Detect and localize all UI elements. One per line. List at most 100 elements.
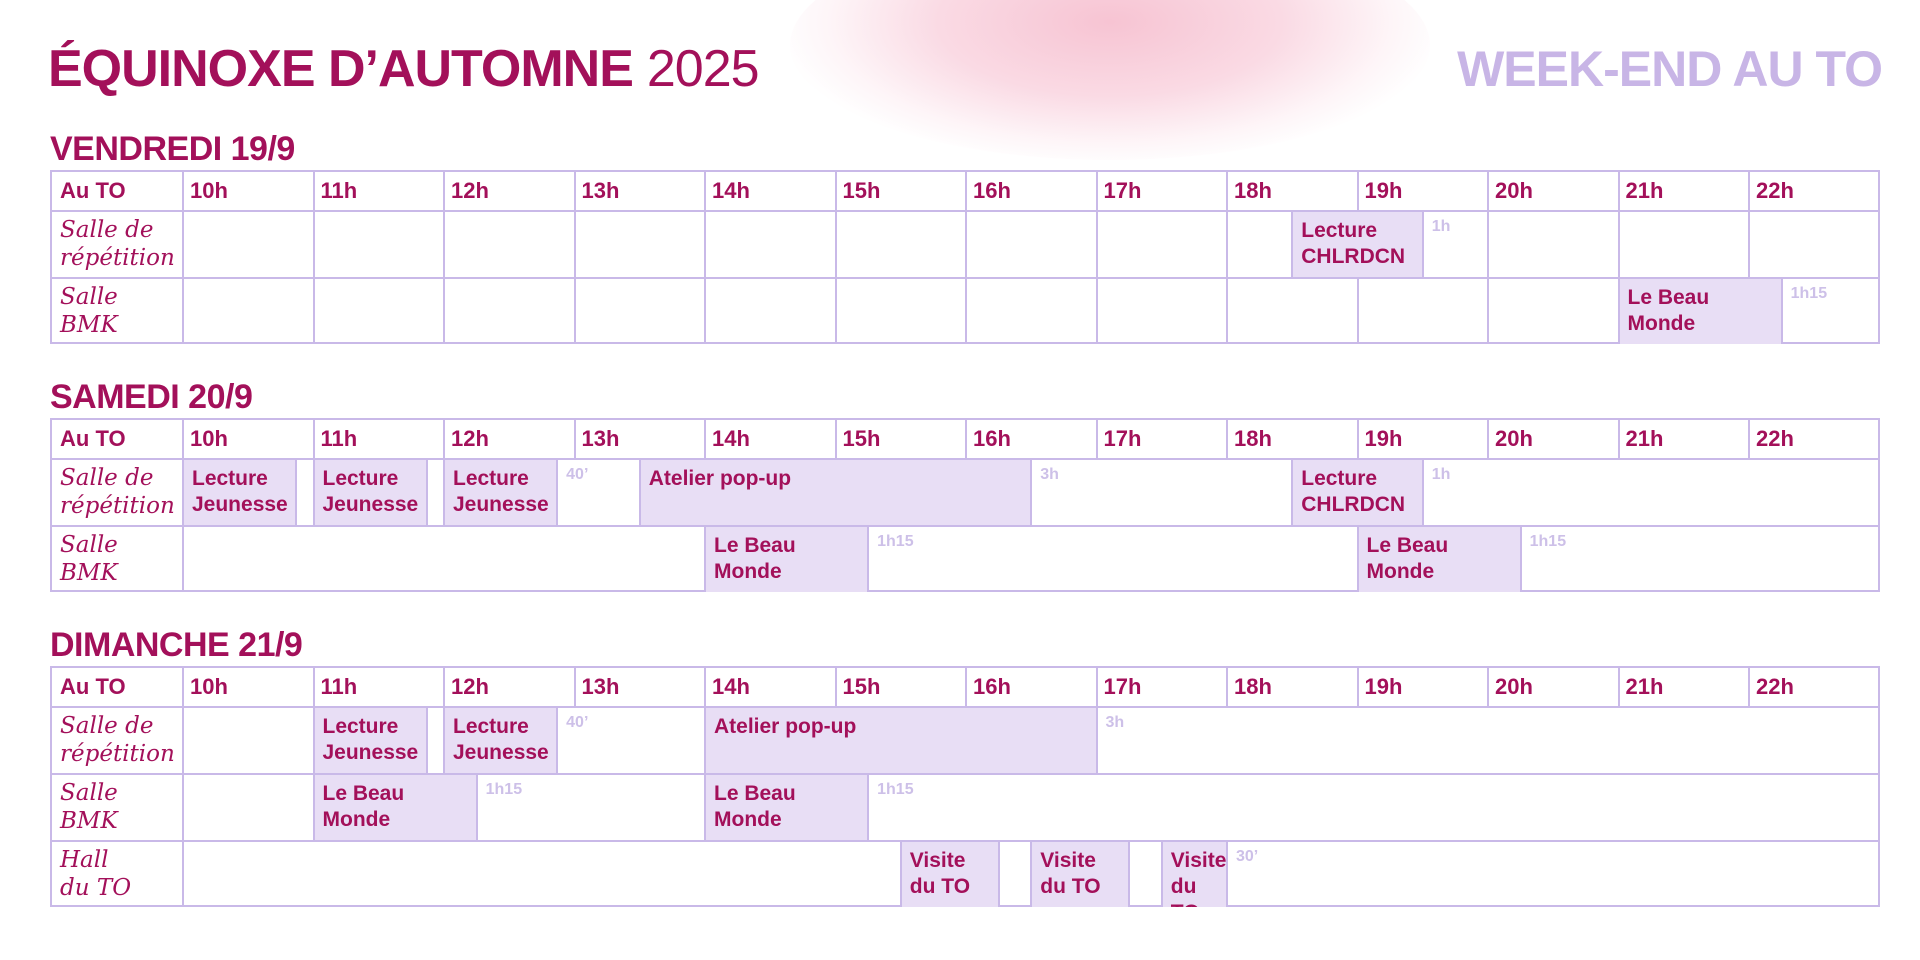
event-block[interactable]: Le Beau Monde (704, 775, 870, 840)
corner-label: Au TO (60, 178, 126, 203)
grid-line (1095, 668, 1098, 706)
event-block[interactable]: Le Beau Monde (704, 527, 870, 592)
grid-line (573, 172, 576, 210)
grid-line (52, 525, 1878, 527)
event-block[interactable]: Lecture CHLRDCN (1291, 212, 1424, 277)
hour-header: 16h (973, 674, 1011, 699)
grid-line (965, 668, 967, 706)
grid-line (1487, 210, 1489, 277)
grid-line (1487, 172, 1489, 210)
event-block[interactable]: Lecture Jeunesse (182, 460, 298, 525)
event-duration: 40’ (566, 466, 589, 483)
grid-line (1095, 420, 1098, 458)
event-duration: 3h (1105, 714, 1125, 731)
grid-line (834, 210, 837, 277)
hour-header: 18h (1234, 178, 1272, 203)
page-subtitle: WEEK-END AU TO (1457, 41, 1883, 97)
hour-header: 22h (1756, 178, 1794, 203)
event-block[interactable]: Atelier pop-up (704, 708, 1098, 773)
hour-header: 17h (1103, 426, 1142, 451)
grid-line (443, 277, 445, 344)
grid-line (1226, 277, 1228, 344)
event-duration: 1h15 (1790, 285, 1828, 302)
event-duration: 1h (1431, 466, 1451, 483)
page-title: ÉQUINOXE D’AUTOMNE 2025 (48, 38, 760, 100)
grid-line (1748, 420, 1750, 458)
event-duration: 1h15 (877, 533, 914, 550)
room-label: Hall du TO (60, 847, 132, 901)
grid-line (1487, 277, 1489, 344)
grid-line (1617, 210, 1620, 277)
grid-line (52, 458, 1878, 460)
hour-header: 14h (712, 178, 750, 203)
grid-line (834, 277, 837, 344)
grid-line (312, 420, 315, 458)
event-block[interactable]: Le Beau Monde (1617, 279, 1783, 344)
hour-header: 17h (1103, 178, 1142, 203)
hour-header: 10h (190, 178, 228, 203)
grid-line (573, 277, 576, 344)
hour-header: 21h (1625, 178, 1664, 203)
hour-header: 15h (842, 674, 881, 699)
grid-line (1617, 172, 1620, 210)
event-duration: 30’ (1236, 848, 1259, 865)
grid-line (312, 172, 315, 210)
event-block[interactable]: Lecture Jeunesse (312, 460, 428, 525)
grid-line (443, 172, 445, 210)
grid-line (1095, 277, 1098, 344)
hour-header: 12h (451, 178, 489, 203)
hour-header: 17h (1103, 674, 1142, 699)
hour-header: 15h (842, 178, 881, 203)
hour-header: 22h (1756, 426, 1794, 451)
grid-line (312, 668, 315, 706)
grid-line (1617, 420, 1620, 458)
timetable: Au TO 10h 11h 12h 13h 14h 15h 16h 17h 18h 19h 20h 21… (50, 666, 1880, 907)
event-block[interactable]: Visite du TO (1160, 842, 1228, 907)
event-block[interactable]: Visite du TO (899, 842, 1000, 907)
grid-line (1095, 172, 1098, 210)
event-block[interactable]: Lecture Jeunesse (443, 460, 559, 525)
event-block[interactable]: Le Beau Monde (1356, 527, 1522, 592)
hour-header: 10h (190, 674, 228, 699)
day-section: VENDREDI 19/9 Au TO 10h 11h 12h 13h 14h 15h 16h 1… (50, 128, 1880, 344)
grid-line (1356, 277, 1359, 344)
page-title-year: 2025 (646, 40, 760, 98)
grid-line (52, 706, 1878, 708)
hour-header: 16h (973, 426, 1011, 451)
hour-header: 21h (1625, 674, 1664, 699)
grid-line (573, 668, 576, 706)
grid-line (1617, 668, 1620, 706)
room-label: Salle de répétition (60, 465, 175, 519)
grid-line (443, 668, 445, 706)
grid-line (1748, 172, 1750, 210)
event-block[interactable]: Atelier pop-up (638, 460, 1033, 525)
grid-line (1226, 172, 1228, 210)
hour-header: 12h (451, 426, 489, 451)
event-duration: 1h15 (1529, 533, 1567, 550)
grid-line (704, 277, 706, 344)
room-label: Salle BMK (60, 780, 118, 834)
hour-header: 12h (451, 674, 489, 699)
grid-line (834, 668, 837, 706)
hour-header: 11h (320, 426, 358, 451)
timetable: Au TO 10h 11h 12h 13h 14h 15h 16h 17h 18h 19h 20h 21… (50, 418, 1880, 592)
grid-line (965, 420, 967, 458)
hour-header: 20h (1495, 178, 1533, 203)
grid-line (1095, 210, 1098, 277)
event-block[interactable]: Lecture CHLRDCN (1291, 460, 1424, 525)
grid-line (1487, 420, 1489, 458)
event-block[interactable]: Lecture Jeunesse (312, 708, 428, 773)
grid-line (52, 840, 1878, 842)
grid-line (704, 668, 706, 706)
grid-line (52, 773, 1878, 775)
grid-line (1356, 172, 1359, 210)
day-title: VENDREDI 19/9 (50, 130, 295, 168)
grid-line (573, 420, 576, 458)
event-block[interactable]: Le Beau Monde (312, 775, 478, 840)
grid-line (1748, 210, 1750, 277)
event-block[interactable]: Visite du TO (1030, 842, 1131, 907)
grid-line (573, 210, 576, 277)
event-block[interactable]: Lecture Jeunesse (443, 708, 559, 773)
hour-header: 10h (190, 426, 228, 451)
grid-line (1226, 668, 1228, 706)
